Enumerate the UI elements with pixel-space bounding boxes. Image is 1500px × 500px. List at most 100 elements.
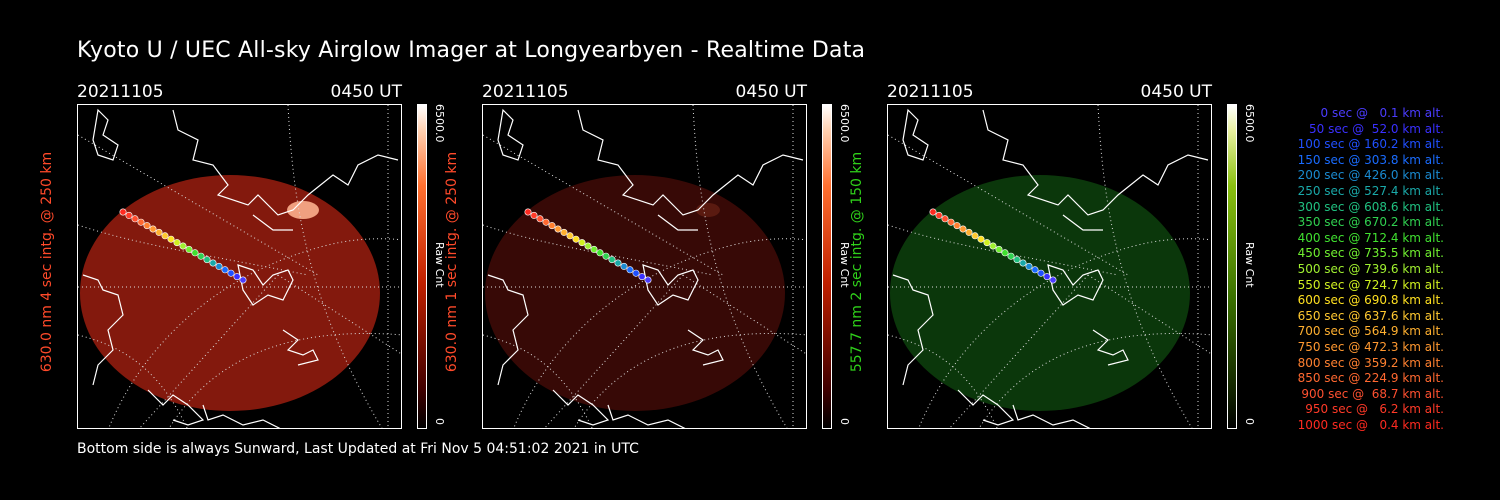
- trajectory-point: [995, 245, 1003, 253]
- colorbar: [822, 104, 832, 429]
- trajectory-point: [626, 266, 634, 274]
- trajectory-point: [578, 239, 586, 247]
- legend-entry: 800 sec @ 359.2 km alt.: [1297, 355, 1444, 370]
- legend-entry: 250 sec @ 527.4 km alt.: [1297, 183, 1444, 198]
- trajectory-point: [1025, 262, 1033, 270]
- trajectory-point: [560, 228, 568, 236]
- legend-entry: 300 sec @ 608.6 km alt.: [1297, 199, 1444, 214]
- grid-line: [978, 333, 1211, 428]
- trajectory-point: [542, 218, 550, 226]
- grid-line: [682, 274, 806, 355]
- trajectory-point: [173, 239, 181, 247]
- legend-entry: 900 sec @ 68.7 km alt.: [1301, 386, 1444, 401]
- trajectory-point: [524, 208, 532, 216]
- trajectory-point: [1019, 259, 1027, 267]
- panel-557nm-2sec: 20211105 0450 UT 557.7 nm 2 sec intg. @ 15…: [849, 82, 1277, 432]
- trajectory-point: [1049, 276, 1057, 284]
- trajectory-point: [137, 218, 145, 226]
- colorbar: [417, 104, 427, 429]
- trajectory-point: [989, 242, 997, 250]
- colorbar-unit-label: Raw Cnt: [838, 242, 851, 288]
- panel-ylabel: 557.7 nm 2 sec intg. @ 150 km: [849, 151, 865, 373]
- trajectory-point: [572, 235, 580, 243]
- panel-time: 0450 UT: [1140, 82, 1213, 102]
- footer-note: Bottom side is always Sunward, Last Upda…: [77, 441, 639, 457]
- grid-line: [78, 224, 309, 276]
- legend-entry: 650 sec @ 637.6 km alt.: [1297, 308, 1444, 323]
- trajectory-point: [983, 239, 991, 247]
- legend-entry: 600 sec @ 690.8 km alt.: [1297, 293, 1444, 308]
- trajectory-point: [971, 232, 979, 240]
- trajectory-point: [977, 235, 985, 243]
- trajectory-point: [620, 262, 628, 270]
- legend-entry: 100 sec @ 160.2 km alt.: [1297, 137, 1444, 152]
- colorbar-min-label: 0: [838, 418, 851, 425]
- trajectory-point: [632, 269, 640, 277]
- aurora-patch: [287, 201, 319, 219]
- legend-entry: 150 sec @ 303.8 km alt.: [1297, 152, 1444, 167]
- colorbar-unit-label: Raw Cnt: [1243, 242, 1256, 288]
- panel-630nm-1sec: 20211105 0450 UT 630.0 nm 1 sec intg. @ 25…: [444, 82, 872, 432]
- legend-entry: 50 sec @ 52.0 km alt.: [1309, 121, 1444, 136]
- trajectory-point: [548, 222, 556, 230]
- trajectory-point: [215, 262, 223, 270]
- legend-entry: 550 sec @ 724.7 km alt.: [1297, 277, 1444, 292]
- allsky-map: [887, 104, 1212, 429]
- panel-date: 20211105: [887, 82, 974, 102]
- legend-entry: 200 sec @ 426.0 km alt.: [1297, 168, 1444, 183]
- trajectory-point: [161, 232, 169, 240]
- legend-entry: 750 sec @ 472.3 km alt.: [1297, 339, 1444, 354]
- trajectory-point: [233, 273, 241, 281]
- trajectory-point: [131, 215, 139, 223]
- map-svg: [483, 105, 806, 428]
- trajectory-point: [584, 242, 592, 250]
- grid-line: [168, 333, 401, 428]
- trajectory-point: [155, 228, 163, 236]
- trajectory-point: [947, 218, 955, 226]
- trajectory-point: [1007, 252, 1015, 260]
- airglow-disk: [890, 175, 1190, 411]
- grid-line: [483, 224, 714, 276]
- legend-entry: 850 sec @ 224.9 km alt.: [1297, 371, 1444, 386]
- trajectory-legend: 0 sec @ 0.1 km alt. 50 sec @ 52.0 km alt.…: [1268, 106, 1444, 433]
- trajectory-point: [239, 276, 247, 284]
- trajectory-point: [929, 208, 937, 216]
- trajectory-point: [638, 273, 646, 281]
- aurora-patch: [696, 203, 720, 217]
- trajectory-point: [125, 211, 133, 219]
- legend-entry: 1000 sec @ 0.4 km alt.: [1297, 417, 1444, 432]
- trajectory-point: [590, 245, 598, 253]
- colorbar-max-label: 6500.0: [838, 104, 851, 143]
- panel-ylabel: 630.0 nm 1 sec intg. @ 250 km: [444, 151, 460, 373]
- grid-line: [888, 224, 1119, 276]
- trajectory-point: [1037, 269, 1045, 277]
- trajectory-point: [536, 215, 544, 223]
- legend-entry: 700 sec @ 564.9 km alt.: [1297, 324, 1444, 339]
- coastline: [82, 108, 399, 428]
- legend-entry: 350 sec @ 670.2 km alt.: [1297, 215, 1444, 230]
- legend-entry: 400 sec @ 712.4 km alt.: [1297, 230, 1444, 245]
- panel-date: 20211105: [77, 82, 164, 102]
- trajectory-point: [959, 225, 967, 233]
- trajectory-point: [149, 225, 157, 233]
- trajectory-point: [941, 215, 949, 223]
- trajectory-point: [191, 249, 199, 257]
- trajectory-point: [209, 259, 217, 267]
- colorbar-unit-label: Raw Cnt: [433, 242, 446, 288]
- grid-line: [139, 274, 279, 428]
- grid-line: [1087, 274, 1211, 355]
- legend-entry: 0 sec @ 0.1 km alt.: [1320, 106, 1445, 120]
- trajectory-point: [143, 222, 151, 230]
- grid-line: [544, 274, 684, 428]
- trajectory-point: [1031, 266, 1039, 274]
- trajectory-point: [965, 228, 973, 236]
- legend-entry: 450 sec @ 735.5 km alt.: [1297, 246, 1444, 261]
- airglow-disk: [80, 175, 380, 411]
- panel-ylabel: 630.0 nm 4 sec intg. @ 250 km: [39, 151, 55, 373]
- trajectory-point: [596, 249, 604, 257]
- trajectory-point: [1043, 273, 1051, 281]
- allsky-map: [482, 104, 807, 429]
- colorbar-min-label: 0: [1243, 418, 1256, 425]
- trajectory-point: [608, 256, 616, 264]
- trajectory-point: [1013, 256, 1021, 264]
